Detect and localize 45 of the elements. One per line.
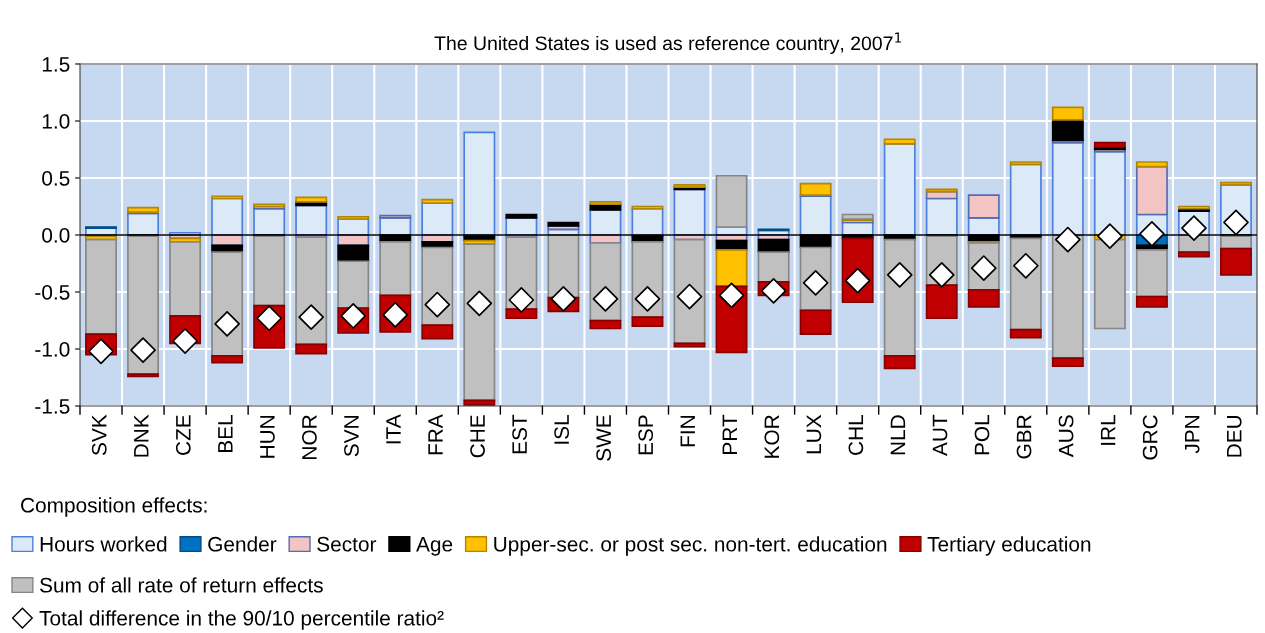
x-tick-label: GRC — [1142, 415, 1158, 460]
y-tick-label: 0.5 — [42, 171, 70, 186]
x-tick-label: SVN — [344, 416, 359, 457]
chart-title: The United States is used as reference country, 2007$^{1}$ — [434, 32, 902, 55]
text: Composition effects: — [21, 497, 207, 517]
x-tick-label: IRL — [1100, 415, 1116, 445]
x-tick-label: ITA — [386, 414, 401, 444]
legend-label: Total difference in the 90/10 percentile ratio² — [39, 610, 444, 630]
x-tick-label: ISL — [554, 415, 569, 444]
x-tick-label: BEL — [218, 415, 233, 452]
legend-label: Upper-sec. or post sec. non-tert. education — [494, 536, 887, 556]
x-tick-label: ESP — [638, 415, 654, 455]
x-tick-label: SWE — [596, 415, 612, 461]
x-tick-label: CHE — [470, 415, 485, 458]
legend-label: Hours worked — [40, 536, 167, 552]
legend-label: Tertiary education — [927, 536, 1091, 556]
y-tick-label: 1.0 — [42, 114, 70, 129]
y-tick-label: 0.0 — [42, 228, 70, 243]
x-tick-label: AUT — [932, 414, 948, 456]
x-tick-label: LUX — [806, 414, 822, 454]
x-tick-label: JPN — [1185, 416, 1200, 454]
y-tick-label: -1.0 — [35, 342, 70, 357]
x-tick-label: FIN — [680, 416, 695, 447]
y-tick-label: -0.5 — [35, 285, 70, 300]
legend-label: Gender — [208, 536, 277, 552]
x-tick-label: POL — [974, 415, 990, 455]
x-tick-label: CHL — [848, 415, 864, 455]
legend-label: Sector — [317, 536, 377, 552]
x-tick-label: HUN — [260, 416, 275, 458]
y-tick-label: -1.5 — [35, 399, 70, 414]
x-tick-label: DEU — [1227, 415, 1242, 457]
x-tick-label: SVK — [91, 414, 107, 456]
x-tick-label: GBR — [1016, 415, 1032, 459]
x-tick-label: FRA — [428, 414, 443, 455]
x-tick-label: PRT — [722, 414, 737, 454]
x-tick-label: CZE — [175, 415, 191, 455]
x-tick-label: NOR — [302, 415, 317, 459]
legend-label: Age — [416, 537, 453, 556]
x-tick-label: AUS — [1058, 415, 1074, 458]
x-tick-label: NLD — [890, 415, 906, 455]
legend-label: Sum of all rate of return effects — [40, 577, 323, 593]
x-tick-label: DNK — [134, 414, 149, 457]
y-tick-label: 1.5 — [42, 57, 70, 72]
x-tick-label: KOR — [764, 415, 780, 458]
x-tick-label: EST — [512, 414, 527, 454]
